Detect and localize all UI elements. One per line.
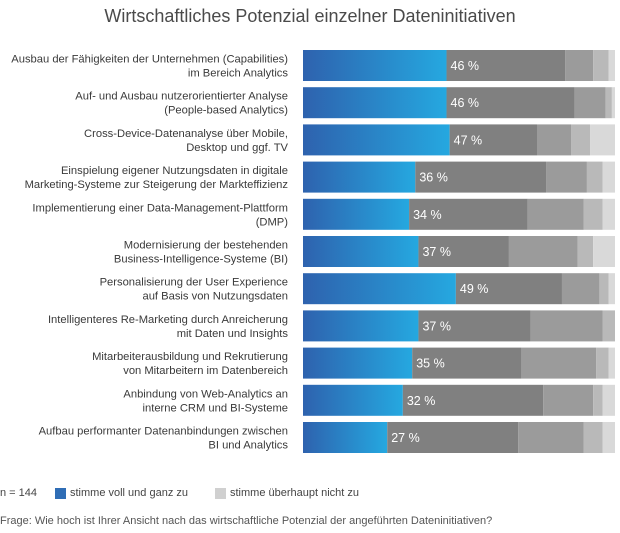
bar-segment-1-1: [303, 50, 447, 81]
bar-segment-4-1: [303, 161, 416, 193]
value-label-8: 37 %: [422, 319, 451, 333]
bar-segment-9-2: [412, 347, 522, 379]
bar-segment-6-3: [508, 236, 578, 267]
value-label-5: 34 %: [413, 208, 442, 222]
bar-segment-9-1: [303, 347, 413, 379]
bar-segment-6-1: [303, 236, 419, 267]
bar-segment-11-2: [387, 422, 519, 453]
bar-segment-11-5: [602, 422, 615, 453]
category-label-8: Intelligenteres Re-Marketing durch Anrei…: [48, 314, 288, 340]
value-label-9: 35 %: [416, 357, 445, 371]
bar-segment-2-5: [611, 87, 615, 119]
bar-segment-3-1: [303, 124, 450, 156]
category-label-3: Cross-Device-Datenanalyse über Mobile, De…: [84, 128, 288, 154]
chart-title: Wirtschaftliches Potenzial einzelner Dat…: [104, 6, 516, 26]
category-label-9: Mitarbeiterausbildung und Rekrutierung vo…: [92, 351, 288, 377]
bar-segment-9-4: [596, 347, 609, 379]
value-label-2: 46 %: [451, 96, 480, 110]
bar-segment-2-2: [446, 87, 575, 119]
bar-segment-2-4: [605, 87, 612, 119]
bar-segment-9-5: [608, 347, 615, 379]
legend-label-agree: stimme voll und ganz zu: [70, 487, 188, 499]
value-label-1: 46 %: [451, 59, 480, 73]
survey-question: Frage: Wie hoch ist Ihrer Ansicht nach d…: [0, 515, 493, 527]
bar-segment-7-5: [608, 273, 615, 305]
legend-swatch-disagree: [215, 488, 226, 499]
legend-swatch-agree: [55, 488, 66, 499]
bar-segment-8-4: [602, 310, 615, 342]
bar-segment-7-2: [455, 273, 562, 305]
bar-segment-7-4: [599, 273, 609, 305]
bar-segment-3-5: [590, 124, 615, 156]
bar-segment-4-3: [546, 161, 587, 193]
bar-segment-5-4: [583, 198, 603, 230]
bar-segment-1-4: [593, 50, 609, 81]
category-label-10: Anbindung von Web-Analytics an interne CR…: [123, 388, 288, 414]
bar-segment-2-1: [303, 87, 447, 119]
bar-segment-8-2: [418, 310, 531, 342]
bar-segment-5-5: [602, 198, 615, 230]
bar-segment-1-2: [446, 50, 566, 81]
bar-segment-3-2: [449, 124, 537, 156]
stacked-bar-chart: 46 % 46 % 47 % 36 % 34 % 37 % 49 % 37 % 35 % 32 %…: [11, 50, 615, 453]
bar-segment-8-1: [303, 310, 419, 342]
bar-segment-5-2: [409, 198, 528, 230]
bar-segment-11-3: [518, 422, 584, 453]
category-label-1: Ausbau der Fähigkeiten der Unternehmen (…: [11, 54, 288, 80]
bar-segment-10-3: [543, 384, 594, 416]
bar-segment-10-4: [593, 384, 603, 416]
category-label-4: Einspielung eigener Nutzungsdaten in dig…: [25, 165, 289, 191]
bar-segment-4-5: [602, 161, 615, 193]
bar-segment-4-2: [415, 161, 547, 193]
category-label-2: Auf- und Ausbau nutzerorientierter Analy…: [75, 91, 288, 117]
bar-segment-3-3: [537, 124, 572, 156]
bar-segment-6-5: [593, 236, 615, 267]
value-label-6: 37 %: [422, 245, 451, 259]
legend-label-disagree: stimme überhaupt nicht zu: [230, 487, 360, 499]
category-label-11: Aufbau performanter Datenanbindungen zwi…: [39, 426, 289, 452]
category-label-7: Personalisierung der User Experience auf …: [100, 277, 288, 303]
bar-segment-5-3: [527, 198, 584, 230]
value-label-3: 47 %: [454, 133, 483, 147]
bar-segment-11-4: [583, 422, 603, 453]
bar-segment-7-1: [303, 273, 456, 305]
bar-segment-10-1: [303, 384, 403, 416]
sample-size-label: n = 144: [0, 487, 38, 499]
value-label-11: 27 %: [391, 431, 420, 445]
value-label-4: 36 %: [419, 171, 448, 185]
category-label-6: Modernisierung der bestehenden Business-I…: [114, 240, 288, 266]
bar-segment-11-1: [303, 422, 388, 453]
bar-segment-9-3: [521, 347, 597, 379]
value-label-10: 32 %: [407, 394, 436, 408]
bar-segment-8-3: [530, 310, 603, 342]
category-label-5: Implementierung einer Data-Management-Pl…: [32, 202, 288, 228]
bar-segment-10-2: [402, 384, 544, 416]
bar-segment-1-5: [608, 50, 615, 81]
bar-segment-4-4: [586, 161, 603, 193]
bar-segment-7-3: [561, 273, 600, 305]
bar-segment-6-2: [418, 236, 509, 267]
bar-segment-10-5: [602, 384, 615, 416]
bar-segment-6-4: [577, 236, 594, 267]
bar-segment-3-4: [571, 124, 591, 156]
bar-segment-2-3: [574, 87, 606, 119]
value-label-7: 49 %: [460, 282, 489, 296]
bar-segment-1-3: [565, 50, 594, 81]
bar-segment-5-1: [303, 198, 410, 230]
